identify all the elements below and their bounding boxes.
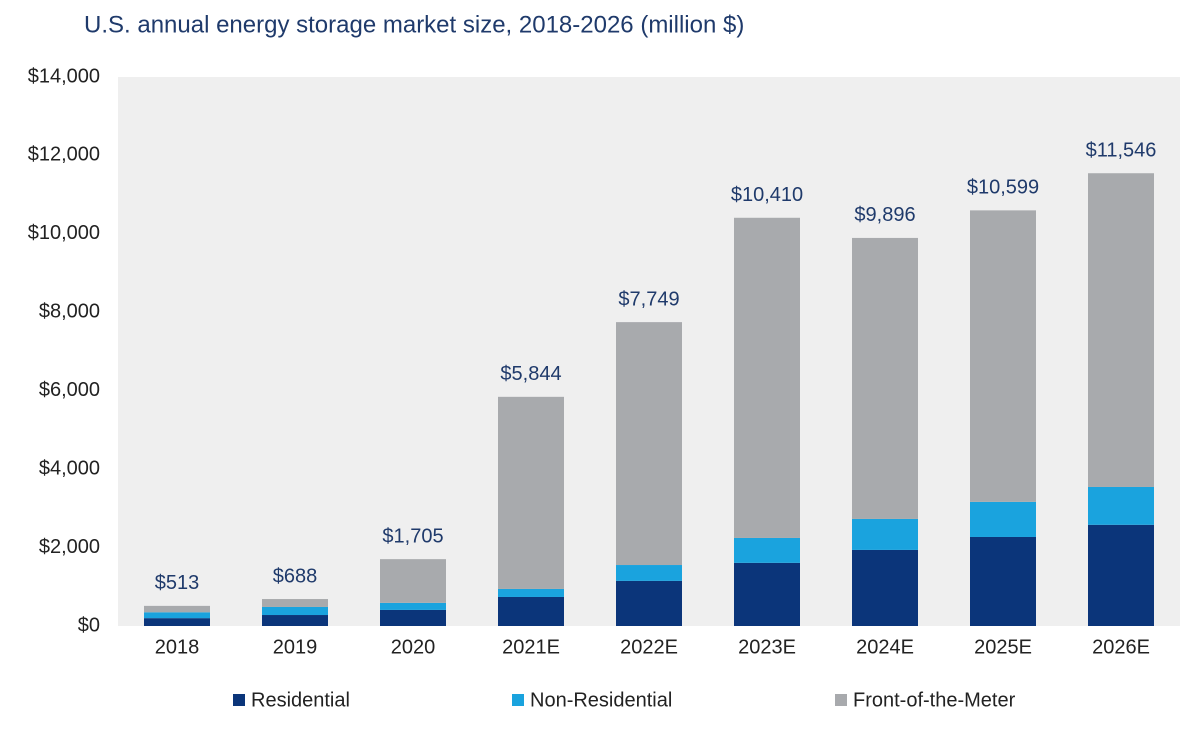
- chart-title: U.S. annual energy storage market size, …: [84, 11, 744, 38]
- bar-segment: [1088, 486, 1154, 525]
- y-tick-label: $2,000: [39, 536, 100, 558]
- x-tick-label: 2018: [155, 636, 200, 658]
- bar-segment: [970, 501, 1036, 537]
- y-tick-label: $4,000: [39, 457, 100, 479]
- bar-segment: [616, 580, 682, 626]
- bar-segment: [1088, 524, 1154, 626]
- y-tick-label: $14,000: [28, 65, 100, 87]
- total-label: $1,705: [382, 525, 443, 547]
- bar-segment: [380, 602, 446, 610]
- total-label: $7,749: [618, 288, 679, 310]
- bar-segment: [498, 596, 564, 626]
- bar-segment: [616, 565, 682, 581]
- bar-segment: [734, 217, 800, 538]
- legend-swatch: [835, 694, 847, 706]
- legend-swatch: [512, 694, 524, 706]
- y-tick-label: $12,000: [28, 144, 100, 166]
- total-label: $688: [273, 565, 318, 587]
- bar-segment: [970, 536, 1036, 626]
- y-tick-label: $0: [78, 614, 100, 636]
- legend-label: Front-of-the-Meter: [853, 689, 1016, 711]
- x-tick-label: 2024E: [856, 636, 914, 658]
- bar-segment: [144, 612, 210, 619]
- legend-label: Residential: [251, 689, 350, 711]
- bar-segment: [262, 606, 328, 616]
- bar-segment: [498, 588, 564, 597]
- x-tick-label: 2019: [273, 636, 318, 658]
- bar-segment: [852, 237, 918, 519]
- y-tick-label: $6,000: [39, 379, 100, 401]
- y-tick-label: $8,000: [39, 301, 100, 323]
- total-label: $11,546: [1086, 140, 1157, 162]
- x-tick-label: 2025E: [974, 636, 1032, 658]
- bar-segment: [970, 210, 1036, 502]
- total-label: $513: [155, 572, 200, 594]
- total-label: $10,599: [967, 177, 1039, 199]
- bar-segment: [380, 609, 446, 626]
- bar-segment: [852, 518, 918, 550]
- x-tick-label: 2023E: [738, 636, 796, 658]
- bar-segment: [262, 615, 328, 626]
- bar-segment: [1088, 173, 1154, 487]
- legend-swatch: [233, 694, 245, 706]
- x-tick-label: 2020: [391, 636, 436, 658]
- total-label: $5,844: [500, 363, 561, 385]
- bar-segment: [262, 599, 328, 607]
- y-tick-label: $10,000: [28, 222, 100, 244]
- bar-segment: [144, 605, 210, 613]
- x-tick-label: 2022E: [620, 636, 678, 658]
- bar-segment: [144, 618, 210, 626]
- x-tick-label: 2021E: [502, 636, 560, 658]
- total-label: $10,410: [731, 184, 803, 206]
- legend-label: Non-Residential: [530, 689, 672, 711]
- bar-segment: [616, 322, 682, 566]
- bar-segment: [734, 562, 800, 626]
- bar-segment: [380, 559, 446, 603]
- bar-segment: [852, 549, 918, 626]
- bar-segment: [734, 537, 800, 563]
- x-tick-label: 2026E: [1092, 636, 1150, 658]
- bar-segment: [498, 396, 564, 589]
- total-label: $9,896: [854, 204, 915, 226]
